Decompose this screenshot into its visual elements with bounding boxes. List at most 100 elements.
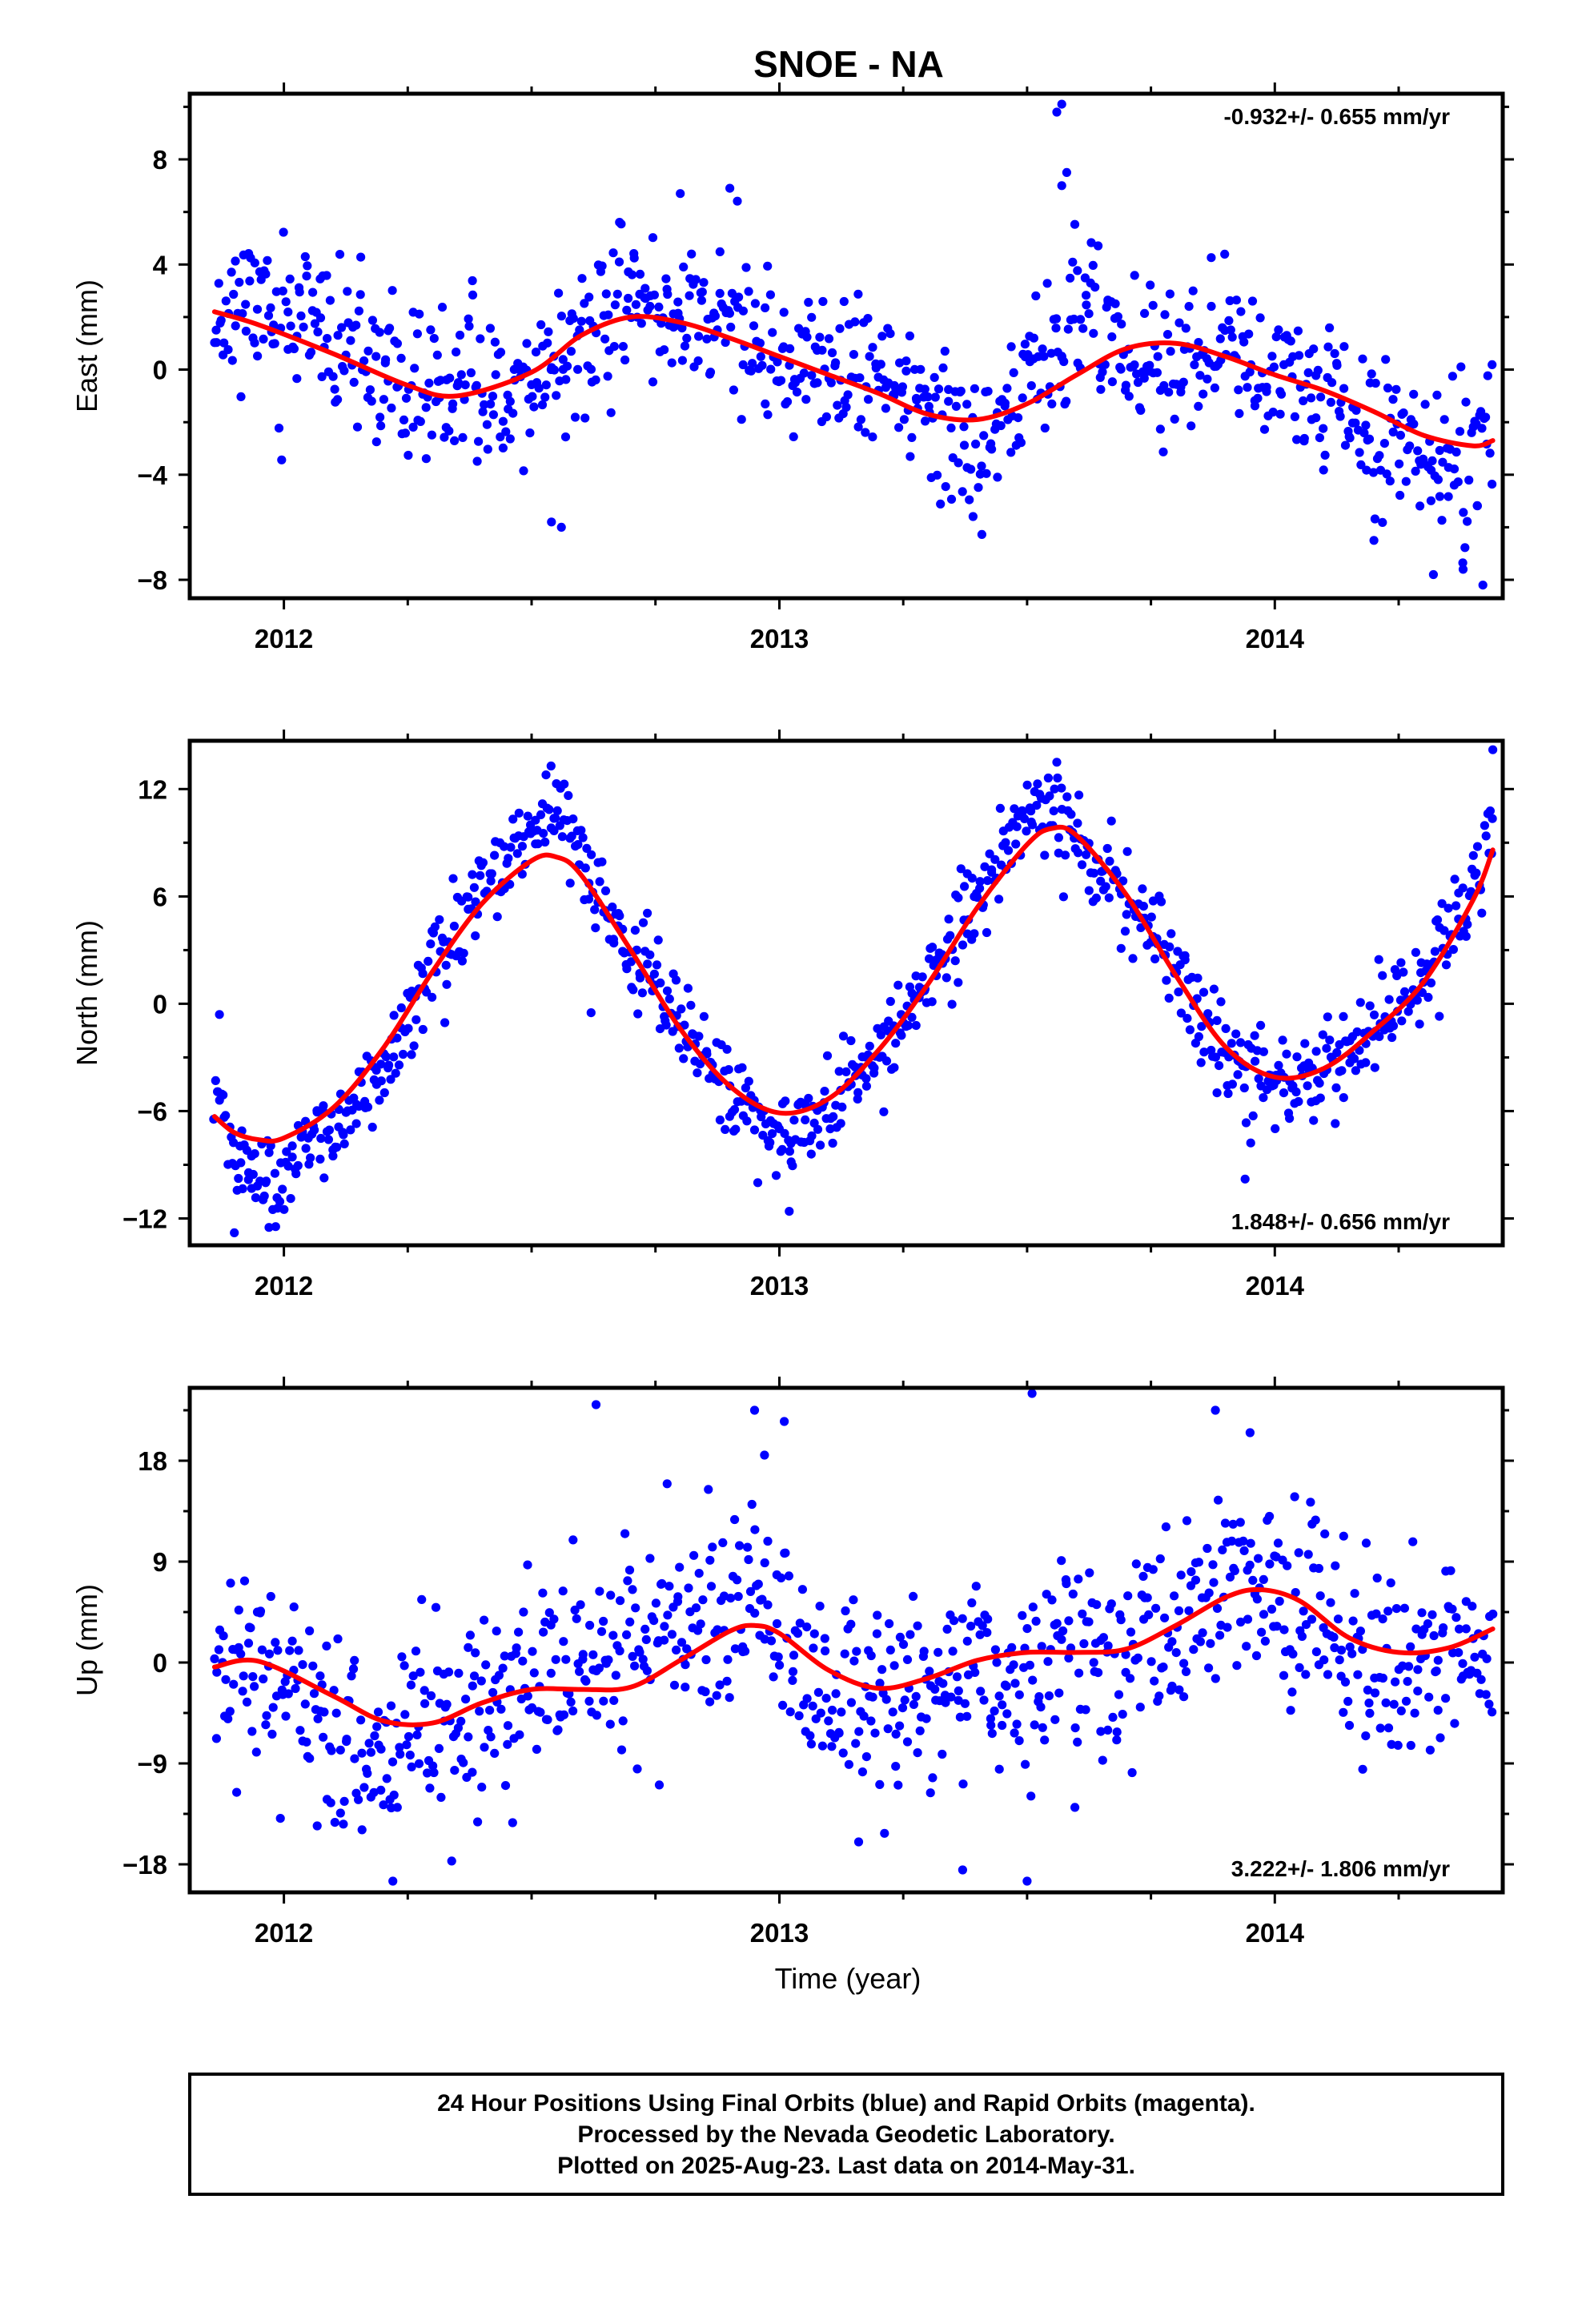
data-point xyxy=(1406,1740,1415,1751)
data-point xyxy=(746,366,756,376)
data-point xyxy=(261,269,271,279)
data-point xyxy=(1256,1020,1266,1030)
data-point xyxy=(620,355,630,365)
data-point xyxy=(1370,1063,1379,1072)
data-point xyxy=(677,324,687,333)
data-point xyxy=(292,374,302,384)
data-point xyxy=(990,854,1000,864)
data-point xyxy=(893,1780,903,1790)
data-point xyxy=(629,249,639,259)
data-point xyxy=(1450,1719,1460,1728)
data-point xyxy=(281,297,291,307)
data-point xyxy=(505,434,515,444)
data-point xyxy=(1028,1675,1038,1685)
data-point xyxy=(469,1671,480,1681)
data-point xyxy=(699,278,709,287)
data-point xyxy=(1443,492,1453,501)
data-point xyxy=(279,1204,289,1214)
data-point xyxy=(238,309,247,319)
data-point xyxy=(1316,392,1326,402)
data-point xyxy=(1040,850,1050,860)
data-point xyxy=(1104,893,1114,903)
data-point xyxy=(572,1614,581,1623)
data-point xyxy=(366,1747,375,1757)
data-point xyxy=(841,1067,851,1076)
data-point xyxy=(1432,390,1442,400)
data-point xyxy=(1290,1492,1299,1502)
data-point xyxy=(1245,367,1255,377)
data-point xyxy=(418,1024,428,1035)
data-point xyxy=(944,384,954,394)
data-point xyxy=(1156,897,1166,907)
data-point xyxy=(942,1624,952,1634)
data-point xyxy=(226,1578,235,1588)
data-point xyxy=(356,1715,366,1725)
data-point xyxy=(1265,1511,1275,1522)
data-point xyxy=(354,306,363,316)
data-point xyxy=(1251,1651,1262,1661)
data-point xyxy=(1155,424,1165,434)
data-point xyxy=(416,416,425,427)
data-point xyxy=(806,1149,816,1159)
data-point xyxy=(813,1687,823,1697)
data-point xyxy=(677,1638,687,1647)
data-point xyxy=(648,377,658,387)
data-point xyxy=(1391,384,1401,394)
data-point xyxy=(1425,1745,1435,1755)
data-point xyxy=(789,1116,799,1125)
data-point xyxy=(954,978,963,987)
data-point xyxy=(1100,360,1110,369)
data-point xyxy=(406,1680,416,1690)
data-point xyxy=(1047,1595,1057,1605)
data-point xyxy=(1139,373,1149,383)
data-point xyxy=(1470,1652,1480,1662)
data-point xyxy=(1194,401,1203,411)
data-point xyxy=(808,1701,817,1711)
x-tick-label: 2012 xyxy=(255,624,313,653)
data-point xyxy=(872,1629,881,1638)
data-point xyxy=(1278,1035,1287,1045)
data-point xyxy=(1082,300,1091,310)
data-point xyxy=(261,1720,271,1730)
data-point xyxy=(640,1624,650,1634)
data-point xyxy=(498,1663,508,1673)
data-point xyxy=(970,929,979,939)
data-point xyxy=(1461,1597,1471,1606)
data-point xyxy=(626,957,636,967)
data-point xyxy=(248,1169,258,1180)
data-point xyxy=(414,1759,424,1768)
data-point xyxy=(1427,456,1437,466)
data-point xyxy=(508,814,518,824)
data-point xyxy=(843,390,853,400)
data-point xyxy=(782,397,793,407)
data-point xyxy=(1227,1536,1237,1546)
data-point xyxy=(813,378,822,388)
data-point xyxy=(349,377,359,387)
data-point xyxy=(570,412,580,422)
data-point xyxy=(940,346,950,356)
data-point xyxy=(640,283,650,293)
data-point xyxy=(375,1096,384,1105)
data-point xyxy=(324,1125,334,1135)
data-point xyxy=(1116,364,1126,374)
data-point xyxy=(1025,1660,1034,1670)
data-point xyxy=(557,832,568,842)
data-point xyxy=(747,1499,757,1510)
data-point xyxy=(1488,745,1498,754)
data-point xyxy=(347,1671,356,1681)
data-point xyxy=(1260,1636,1270,1646)
data-point xyxy=(412,329,423,339)
data-point xyxy=(844,1759,853,1769)
data-point xyxy=(1447,1604,1457,1614)
data-point xyxy=(608,903,617,912)
data-point xyxy=(718,1538,728,1547)
data-point xyxy=(1123,1591,1133,1601)
data-point xyxy=(472,380,481,390)
data-point xyxy=(1320,1529,1330,1538)
data-point xyxy=(1012,822,1022,831)
data-point xyxy=(328,372,338,381)
data-point xyxy=(1176,387,1186,397)
data-point xyxy=(432,350,442,360)
data-point xyxy=(424,378,434,388)
data-point xyxy=(905,452,915,461)
